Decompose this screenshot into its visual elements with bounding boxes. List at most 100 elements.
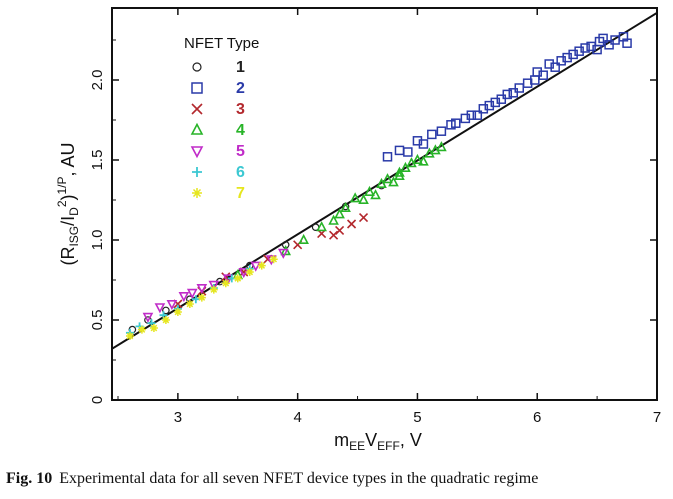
- data-point: [142, 312, 154, 323]
- figure-caption: Fig. 10 Experimental data for all seven N…: [6, 470, 666, 488]
- data-point: [233, 274, 242, 283]
- data-point: [562, 52, 572, 63]
- data-point: [484, 100, 495, 111]
- x-tick-label: 7: [653, 409, 661, 426]
- data-point: [460, 113, 471, 124]
- data-point: [209, 285, 218, 294]
- data-point: [522, 78, 533, 88]
- legend-marker: [192, 188, 202, 198]
- data-point: [382, 152, 393, 162]
- x-tick-label: 5: [413, 409, 421, 426]
- legend-marker: [191, 103, 203, 115]
- data-point: [334, 208, 345, 219]
- legend: NFET Type 1 2 3 4 5 6 7: [184, 35, 259, 202]
- data-point: [568, 49, 578, 60]
- data-point: [166, 300, 178, 311]
- data-point: [186, 288, 198, 299]
- data-point: [412, 153, 423, 164]
- legend-marker: [191, 82, 203, 94]
- data-point: [394, 166, 405, 177]
- data-point: [580, 43, 590, 53]
- data-point: [574, 46, 584, 56]
- x-tick-label: 4: [293, 409, 301, 426]
- x-axis-label: mEEVEFF, V: [334, 430, 422, 453]
- y-tick-label: 1.5: [89, 150, 106, 171]
- data-point: [604, 40, 614, 50]
- series-4: [232, 141, 447, 280]
- data-point: [394, 145, 405, 156]
- data-point: [328, 214, 339, 225]
- data-point: [340, 201, 351, 212]
- data-point: [161, 316, 170, 324]
- legend-label: 6: [236, 164, 245, 181]
- legend-label: 5: [236, 143, 245, 160]
- data-point: [394, 169, 405, 180]
- data-point: [446, 120, 456, 130]
- y-tick-label: 1.0: [89, 230, 106, 251]
- data-point: [173, 308, 182, 316]
- y-axis-label: (RISG/ID2)1/P, AU: [55, 142, 81, 265]
- data-point: [245, 268, 254, 276]
- data-point: [436, 126, 447, 136]
- data-point: [544, 59, 554, 69]
- data-point: [346, 219, 357, 229]
- x-tick-label: 3: [174, 409, 182, 426]
- legend-marker: [190, 146, 204, 159]
- data-point: [349, 192, 361, 203]
- data-point: [221, 279, 230, 288]
- data-point: [388, 176, 399, 187]
- data-point: [257, 261, 266, 270]
- data-point: [277, 248, 289, 259]
- data-point: [149, 324, 158, 332]
- data-point: [364, 185, 375, 196]
- data-point: [418, 139, 429, 149]
- data-point: [400, 161, 411, 172]
- data-point: [466, 110, 477, 120]
- data-point: [137, 325, 146, 334]
- data-point: [125, 332, 134, 340]
- data-point: [514, 83, 525, 93]
- data-point: [502, 89, 513, 100]
- axis-ticks: 3 4 5 6 7 0 0.5 1.0 1.5 2.0: [89, 8, 661, 426]
- data-point: [412, 136, 423, 146]
- plot-frame: [111, 7, 658, 401]
- legend-marker: [190, 122, 204, 135]
- series-7: [125, 255, 278, 340]
- data-point: [490, 97, 501, 108]
- data-point: [298, 233, 309, 244]
- data-point: [329, 230, 339, 240]
- data-point: [185, 300, 194, 308]
- legend-marker: [192, 62, 202, 72]
- data-point: [196, 284, 208, 295]
- data-point: [472, 110, 483, 120]
- data-point: [403, 147, 413, 157]
- data-point: [436, 141, 447, 152]
- data-point: [496, 94, 507, 104]
- legend-marker: [192, 167, 202, 177]
- caption-text: Experimental data for all seven NFET dev…: [59, 470, 539, 487]
- data-point: [154, 303, 166, 314]
- data-point: [556, 56, 566, 66]
- data-point: [358, 213, 369, 223]
- data-point: [427, 129, 437, 140]
- data-point: [280, 245, 292, 256]
- data-point: [316, 221, 327, 232]
- data-point: [418, 155, 429, 166]
- y-tick-label: 0.5: [89, 310, 106, 331]
- legend-title: NFET Type: [184, 35, 259, 52]
- data-point: [335, 225, 345, 235]
- y-tick-label: 2.0: [89, 70, 106, 91]
- legend-label: 3: [236, 101, 245, 118]
- data-point: [382, 173, 393, 184]
- data-point: [269, 255, 278, 264]
- legend-label: 7: [236, 185, 245, 202]
- scatter-chart: 3 4 5 6 7 0 0.5 1.0 1.5 2.0 NFET Type 1 2 3 4 5 6 7 mEEV…: [55, 7, 661, 453]
- y-tick-label: 0: [89, 396, 106, 404]
- data-point: [622, 38, 632, 48]
- legend-label: 4: [236, 122, 245, 139]
- legend-label: 2: [236, 80, 245, 97]
- data-point: [478, 104, 489, 114]
- data-points: [125, 32, 632, 340]
- data-point: [178, 292, 190, 303]
